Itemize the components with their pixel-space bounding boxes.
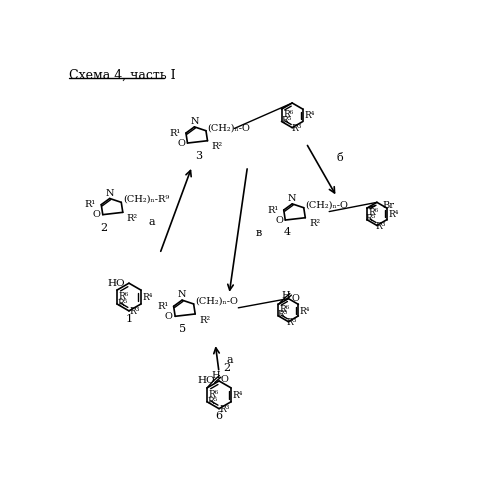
Text: O: O <box>165 312 173 321</box>
Text: N: N <box>178 290 186 299</box>
Text: R⁵: R⁵ <box>366 214 376 223</box>
Text: в: в <box>255 228 262 238</box>
Text: 3: 3 <box>195 151 202 161</box>
Text: 6: 6 <box>216 411 223 421</box>
Text: R⁴: R⁴ <box>143 293 153 302</box>
Text: R⁴: R⁴ <box>388 211 399 220</box>
Text: R⁶: R⁶ <box>119 292 129 301</box>
Text: R¹: R¹ <box>169 129 180 138</box>
Text: O: O <box>275 216 283 225</box>
Text: H: H <box>282 291 290 300</box>
Text: O: O <box>221 375 229 384</box>
Text: R²: R² <box>199 315 210 324</box>
Text: R⁶: R⁶ <box>283 110 293 119</box>
Text: R⁵: R⁵ <box>117 299 127 308</box>
Text: 1: 1 <box>125 313 132 323</box>
Text: R⁶: R⁶ <box>280 304 290 313</box>
Text: R⁶: R⁶ <box>369 209 379 218</box>
Text: б: б <box>337 153 344 164</box>
Text: а: а <box>227 355 233 365</box>
Text: R²: R² <box>211 142 222 151</box>
Text: Br: Br <box>382 201 394 210</box>
Text: R¹: R¹ <box>84 200 96 209</box>
Text: R³: R³ <box>287 318 297 327</box>
Text: (CH₂)ₙ-O: (CH₂)ₙ-O <box>305 200 348 209</box>
Text: 5: 5 <box>180 324 186 334</box>
Text: HO: HO <box>198 376 215 385</box>
Text: N: N <box>190 117 199 126</box>
Text: R³: R³ <box>219 405 229 414</box>
Text: 2: 2 <box>100 223 107 233</box>
Text: N: N <box>288 194 297 203</box>
Text: (CH₂)ₙ-O: (CH₂)ₙ-O <box>195 296 238 305</box>
Text: O: O <box>93 210 100 219</box>
Text: R³: R³ <box>375 222 385 231</box>
Text: R⁴: R⁴ <box>304 111 315 120</box>
Text: (CH₂)ₙ-O: (CH₂)ₙ-O <box>208 123 251 132</box>
Text: 4: 4 <box>283 228 290 238</box>
Text: R³: R³ <box>129 307 139 316</box>
Text: R⁶: R⁶ <box>209 390 219 399</box>
Text: O: O <box>291 293 300 302</box>
Text: R²: R² <box>127 214 138 223</box>
Text: R⁵: R⁵ <box>281 116 291 125</box>
Text: Схема 4, часть I: Схема 4, часть I <box>69 69 176 82</box>
Text: а: а <box>149 217 156 227</box>
Text: (CH₂)ₙ-R⁹: (CH₂)ₙ-R⁹ <box>123 195 170 204</box>
Text: R¹: R¹ <box>157 302 168 311</box>
Text: N: N <box>106 189 114 198</box>
Text: 2: 2 <box>223 363 230 373</box>
Text: R⁵: R⁵ <box>277 310 288 319</box>
Text: R⁵: R⁵ <box>207 397 217 406</box>
Text: H: H <box>211 371 220 380</box>
Text: O: O <box>177 139 185 148</box>
Text: R³: R³ <box>291 124 301 133</box>
Text: HO: HO <box>108 278 125 288</box>
Text: R⁴: R⁴ <box>233 391 243 400</box>
Text: R²: R² <box>309 219 320 228</box>
Text: R¹: R¹ <box>267 206 278 215</box>
Text: R⁴: R⁴ <box>300 307 310 316</box>
